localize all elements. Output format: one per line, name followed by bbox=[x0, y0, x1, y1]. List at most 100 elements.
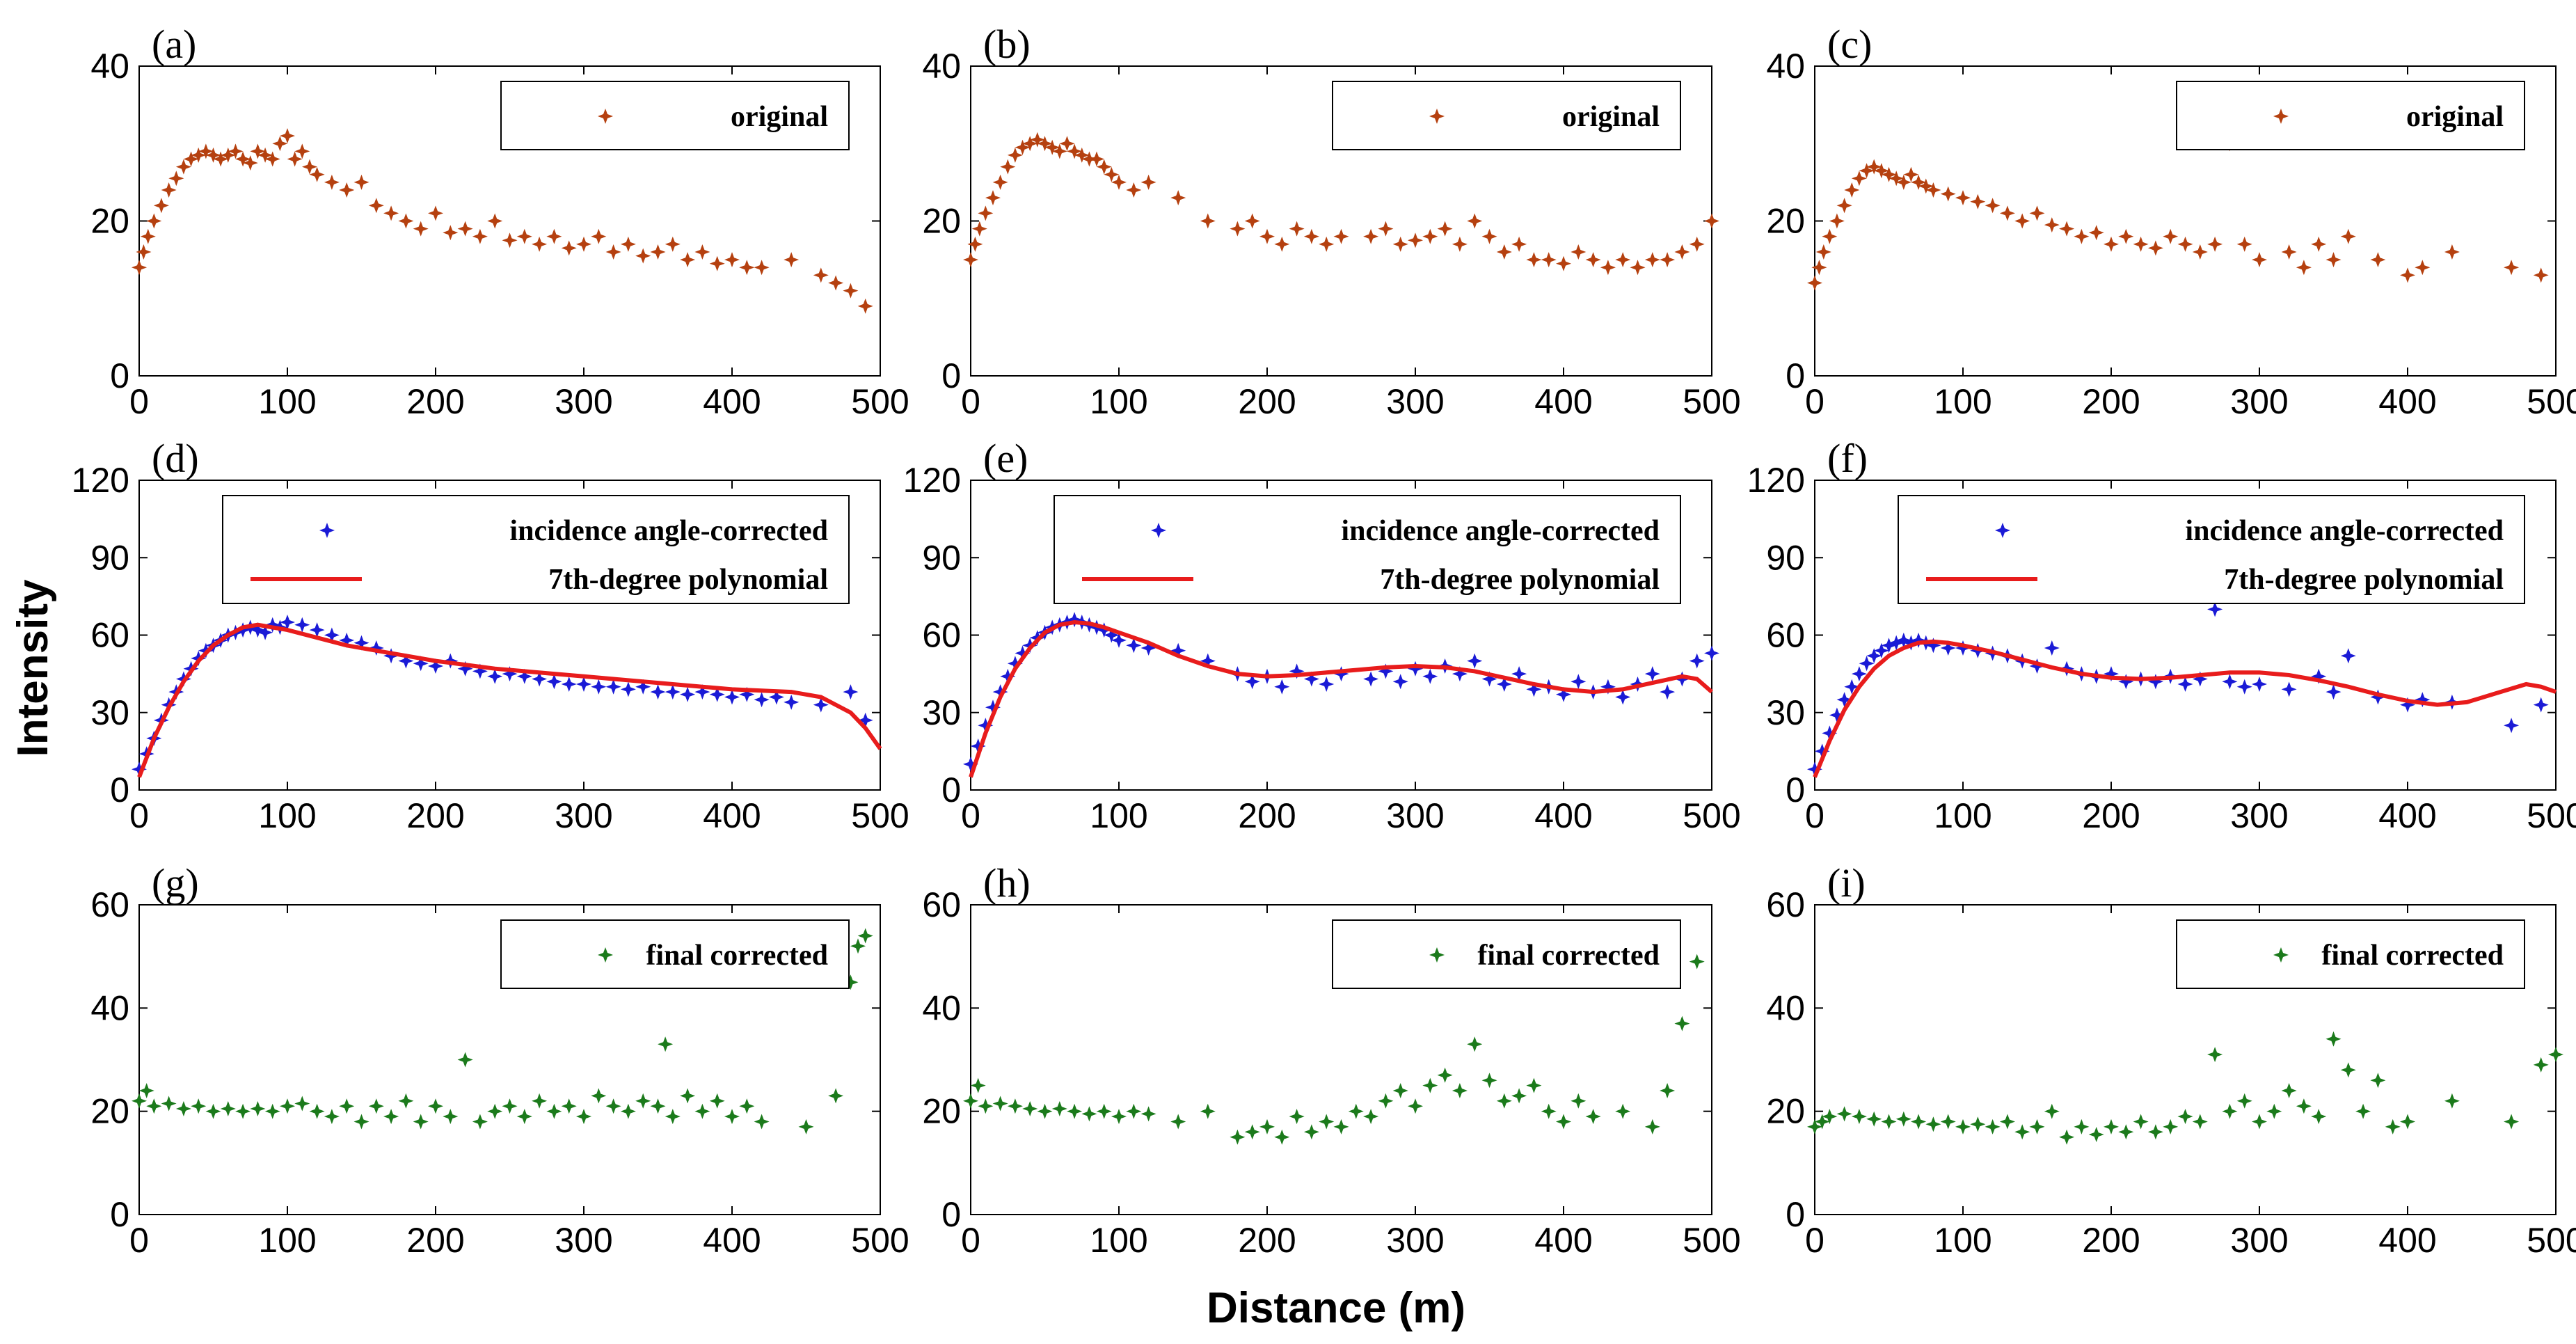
data-point bbox=[1200, 653, 1216, 669]
data-point bbox=[857, 298, 873, 314]
data-point bbox=[502, 666, 518, 682]
panel-label: (h) bbox=[983, 860, 1031, 906]
data-point bbox=[2104, 666, 2119, 682]
data-point bbox=[294, 617, 310, 633]
data-point bbox=[2415, 692, 2431, 708]
data-point bbox=[2370, 689, 2386, 705]
data-point bbox=[1067, 1103, 1083, 1119]
x-tick-label: 100 bbox=[1934, 796, 1991, 835]
data-point bbox=[1096, 159, 1112, 175]
data-point bbox=[1526, 681, 1542, 697]
data-point bbox=[2059, 221, 2075, 237]
data-point bbox=[1363, 1109, 1379, 1125]
x-tick-label: 300 bbox=[2230, 1221, 2288, 1260]
legend-entry: original bbox=[2406, 101, 2504, 133]
data-point bbox=[561, 240, 577, 256]
x-tick-label: 300 bbox=[2230, 382, 2288, 421]
data-point bbox=[457, 661, 473, 677]
data-point bbox=[1704, 645, 1719, 661]
data-point bbox=[1089, 151, 1104, 167]
data-point bbox=[1811, 260, 1827, 276]
data-point bbox=[978, 205, 994, 221]
data-point bbox=[2207, 601, 2223, 617]
data-point bbox=[235, 1103, 251, 1119]
data-point bbox=[992, 1096, 1008, 1112]
data-point bbox=[516, 668, 532, 684]
legend: incidence angle-corrected 7th-degree poly… bbox=[1898, 495, 2525, 604]
data-point bbox=[2340, 1062, 2356, 1078]
data-point bbox=[724, 1109, 740, 1125]
data-point bbox=[1911, 1114, 1927, 1130]
data-point bbox=[138, 1083, 154, 1098]
data-point bbox=[250, 622, 266, 638]
data-point bbox=[1985, 1118, 2001, 1135]
y-tick-label: 120 bbox=[903, 461, 961, 500]
data-point bbox=[1452, 236, 1468, 252]
x-tick-label: 100 bbox=[1090, 1221, 1147, 1260]
panel-g: (g) 0 100 200 300 400 500 0 20 40 60 final correcte… bbox=[90, 860, 909, 1260]
x-tick-label: 0 bbox=[1805, 382, 1824, 421]
data-point bbox=[2533, 267, 2549, 283]
data-point bbox=[2444, 1093, 2460, 1109]
data-point bbox=[754, 692, 770, 708]
legend-entry: incidence angle-corrected bbox=[1341, 515, 1660, 547]
data-point bbox=[2207, 1047, 2223, 1063]
data-point bbox=[2252, 677, 2267, 692]
data-point bbox=[1918, 178, 1934, 194]
y-tick-label: 30 bbox=[1766, 693, 1805, 732]
data-point bbox=[1704, 213, 1719, 229]
data-point bbox=[472, 1114, 488, 1130]
data-point bbox=[1822, 228, 1838, 244]
x-tick-label: 500 bbox=[1683, 382, 1740, 421]
data-point bbox=[220, 147, 236, 163]
data-point bbox=[665, 684, 681, 700]
data-point bbox=[1467, 653, 1483, 669]
data-point bbox=[264, 1103, 280, 1119]
data-point bbox=[1999, 1114, 2015, 1130]
panel-label: (a) bbox=[152, 22, 196, 67]
data-point bbox=[161, 1096, 177, 1112]
data-point bbox=[2104, 1118, 2119, 1135]
y-tick-label: 0 bbox=[110, 1195, 129, 1234]
data-point bbox=[383, 1109, 399, 1125]
legend: incidence angle-corrected 7th-degree poly… bbox=[1054, 495, 1681, 604]
data-point bbox=[1067, 143, 1083, 159]
x-tick-label: 200 bbox=[1238, 1221, 1296, 1260]
data-point bbox=[1851, 666, 1867, 682]
data-point bbox=[472, 228, 488, 244]
data-point bbox=[992, 174, 1008, 190]
data-point bbox=[457, 221, 473, 237]
data-point bbox=[828, 1088, 844, 1104]
data-point bbox=[532, 671, 548, 687]
data-point bbox=[1140, 1106, 1156, 1122]
y-tick-label: 60 bbox=[922, 885, 961, 924]
data-point bbox=[1303, 1124, 1319, 1140]
data-point bbox=[324, 174, 340, 190]
data-point bbox=[309, 622, 325, 638]
data-point bbox=[650, 244, 666, 260]
data-point bbox=[2252, 252, 2267, 268]
legend-box bbox=[500, 919, 850, 989]
data-point bbox=[1111, 632, 1127, 648]
data-point bbox=[843, 283, 859, 299]
data-point bbox=[754, 1114, 770, 1130]
data-point bbox=[1230, 221, 1246, 237]
data-point bbox=[1644, 252, 1660, 268]
data-point bbox=[383, 648, 399, 664]
data-point bbox=[1392, 674, 1408, 690]
data-point bbox=[709, 686, 725, 702]
data-point bbox=[1007, 1098, 1023, 1114]
data-point bbox=[2044, 1103, 2060, 1119]
data-point bbox=[457, 1052, 473, 1068]
data-point bbox=[1363, 671, 1379, 687]
data-point bbox=[2252, 1114, 2267, 1130]
data-point bbox=[1881, 1114, 1897, 1130]
data-point bbox=[546, 674, 562, 690]
data-point bbox=[2504, 718, 2520, 734]
data-point bbox=[205, 147, 221, 163]
data-point bbox=[1511, 1088, 1527, 1104]
data-point bbox=[694, 1103, 710, 1119]
legend-entry: incidence angle-corrected bbox=[2185, 515, 2504, 547]
data-point bbox=[428, 658, 443, 674]
data-point bbox=[1051, 1101, 1067, 1116]
